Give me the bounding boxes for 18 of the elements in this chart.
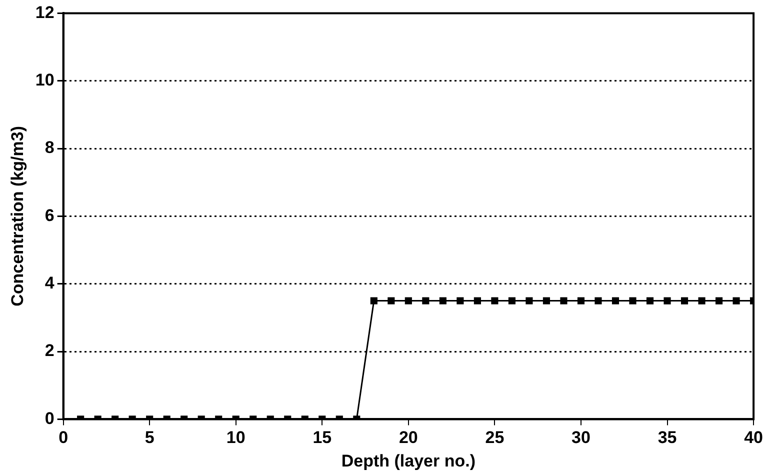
y-tick-label: 0: [44, 408, 54, 428]
x-tick-label: 25: [485, 428, 504, 448]
x-tick-label: 30: [572, 428, 590, 448]
y-tick-label: 6: [44, 206, 54, 225]
y-tick-label: 8: [44, 138, 54, 158]
x-tick-label: 40: [744, 428, 764, 448]
x-axis-title: Depth (layer no.): [341, 451, 476, 470]
y-tick-label: 12: [35, 2, 54, 22]
y-tick-label: 2: [44, 341, 54, 360]
x-tick-label: 5: [144, 428, 154, 448]
x-tick-label: 0: [58, 428, 68, 448]
x-tick-label: 10: [226, 428, 246, 448]
x-tick-label: 35: [658, 428, 677, 448]
x-tick-label: 20: [398, 428, 418, 448]
x-tick-label: 15: [312, 428, 332, 448]
y-axis-title: Concentration (kg/m3): [8, 126, 27, 306]
y-tick-label: 4: [44, 274, 55, 293]
y-tick-label: 10: [35, 70, 54, 90]
